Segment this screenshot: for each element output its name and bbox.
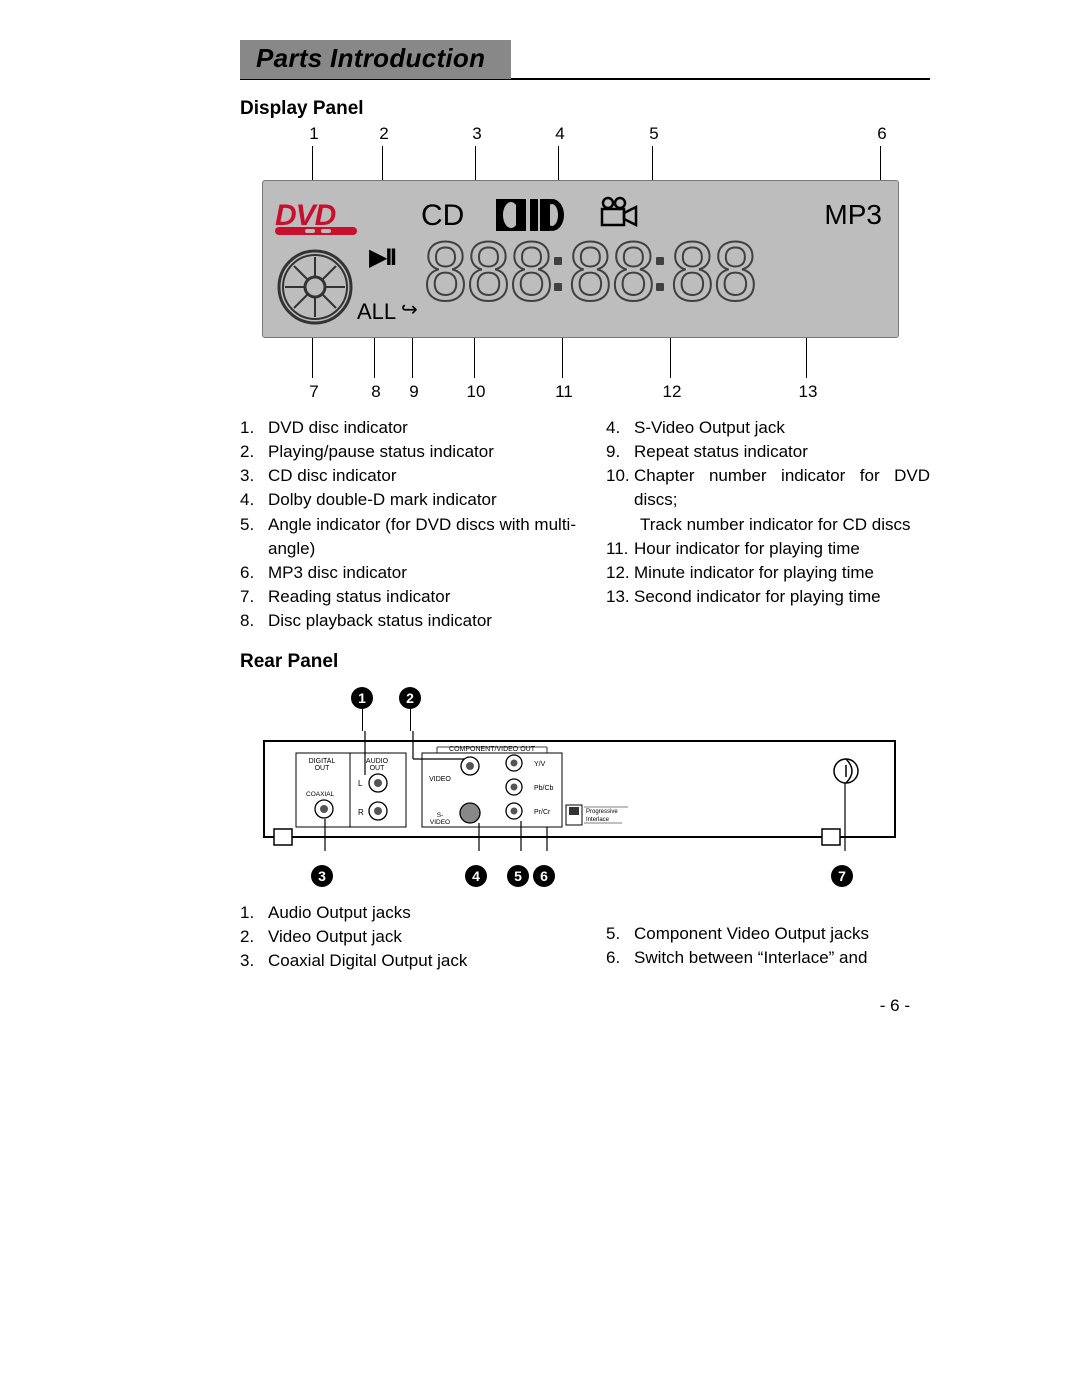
interlace-label: Interlace xyxy=(586,817,610,823)
svg-text:OUT: OUT xyxy=(315,765,331,772)
rear-callout-bullet: 4 xyxy=(465,865,487,887)
legend-item: 5.Angle indicator (for DVD discs with mu… xyxy=(240,513,588,561)
progressive-label: Progressive xyxy=(586,809,618,815)
svg-text:VIDEO: VIDEO xyxy=(430,819,450,826)
page-number: - 6 - xyxy=(240,996,910,1016)
legend-item: 6.MP3 disc indicator xyxy=(240,561,588,585)
legend-item: 11.Hour indicator for playing time xyxy=(606,537,930,561)
rear-callout-bullet: 2 xyxy=(399,687,421,709)
callout-number: 8 xyxy=(364,382,388,402)
legend-item: 10.Chapter number indicator for DVD disc… xyxy=(606,464,930,512)
cd-indicator-label: CD xyxy=(421,199,464,233)
rear-callout-bullet: 7 xyxy=(831,865,853,887)
rear-callout-bullet: 5 xyxy=(507,865,529,887)
dvd-logo-disc-icon xyxy=(275,227,357,235)
legend-item: 4.Dolby double-D mark indicator xyxy=(240,488,588,512)
display-panel-bottom-callouts: 7 89 10 11 12 13 xyxy=(262,338,902,402)
time-segment-display: 888 88 88 xyxy=(421,235,754,313)
section-title: Parts Introduction xyxy=(240,40,511,79)
legend-item: 4.S-Video Output jack xyxy=(606,416,930,440)
callout-number: 12 xyxy=(660,382,684,402)
mp3-indicator-label: MP3 xyxy=(824,199,882,231)
legend-item: 1.Audio Output jacks xyxy=(240,901,588,925)
play-pause-icon: ▶II xyxy=(369,243,395,272)
legend-item: 2.Video Output jack xyxy=(240,925,588,949)
rear-panel-bottom-callouts: 3 456 7 xyxy=(262,851,897,891)
callout-number: 3 xyxy=(467,124,487,144)
section-title-bar: Parts Introduction xyxy=(240,40,930,80)
legend-item: 1.DVD disc indicator xyxy=(240,416,588,440)
callout-number: 13 xyxy=(796,382,820,402)
angle-camera-icon xyxy=(598,195,640,229)
callout-number: 7 xyxy=(302,382,326,402)
rear-panel-top-callouts: 12 xyxy=(262,687,897,731)
all-repeat-label: ALL xyxy=(357,299,396,325)
coaxial-label: COAXIAL xyxy=(306,791,335,798)
rear-callout-bullet: 1 xyxy=(351,687,373,709)
display-panel-legend: 1.DVD disc indicator2.Playing/pause stat… xyxy=(240,416,930,633)
l-label: L xyxy=(358,779,363,788)
y-label: Y/V xyxy=(534,761,546,768)
digital-out-label: DIGITAL xyxy=(309,758,336,765)
callout-number: 5 xyxy=(644,124,664,144)
rear-panel-heading: Rear Panel xyxy=(240,651,338,673)
callout-number: 2 xyxy=(374,124,394,144)
callout-number: 4 xyxy=(550,124,570,144)
legend-item: 3.CD disc indicator xyxy=(240,464,588,488)
callout-number: 1 xyxy=(304,124,324,144)
pb-label: Pb/Cb xyxy=(534,785,554,792)
video-label: VIDEO xyxy=(429,776,451,783)
legend-item: 7.Reading status indicator xyxy=(240,585,588,609)
legend-item: 13.Second indicator for playing time xyxy=(606,585,930,609)
legend-item: 9.Repeat status indicator xyxy=(606,440,930,464)
display-panel-top-callouts: 1 2 3 4 5 6 xyxy=(262,124,902,180)
rear-panel-diagram: DIGITAL OUT AUDIO OUT COAXIAL L R COMPON… xyxy=(262,731,897,851)
reading-disc-icon xyxy=(277,249,353,325)
s-video-label: S- xyxy=(437,812,444,819)
rear-callout-bullet: 6 xyxy=(533,865,555,887)
pr-label: Pr/Cr xyxy=(534,809,551,816)
callout-number: 9 xyxy=(402,382,426,402)
display-panel-heading: Display Panel xyxy=(240,98,930,120)
legend-item: 2.Playing/pause status indicator xyxy=(240,440,588,464)
svg-text:OUT: OUT xyxy=(370,765,386,772)
legend-item: 5.Component Video Output jacks xyxy=(606,922,930,946)
callout-number: 11 xyxy=(552,382,576,402)
rear-callout-bullet: 3 xyxy=(311,865,333,887)
legend-item: 3.Coaxial Digital Output jack xyxy=(240,949,588,973)
rear-panel-legend: 1.Audio Output jacks2.Video Output jack3… xyxy=(240,901,930,973)
repeat-arrow-icon: ↪ xyxy=(401,297,418,322)
audio-out-label: AUDIO xyxy=(366,758,389,765)
callout-number: 6 xyxy=(872,124,892,144)
legend-item: 6.Switch between “Interlace” and xyxy=(606,946,930,970)
display-panel-diagram: DVD CD xyxy=(262,180,899,338)
r-label: R xyxy=(358,808,364,817)
legend-item: 12.Minute indicator for playing time xyxy=(606,561,930,585)
callout-number: 10 xyxy=(464,382,488,402)
legend-item: 8.Disc playback status indicator xyxy=(240,609,588,633)
